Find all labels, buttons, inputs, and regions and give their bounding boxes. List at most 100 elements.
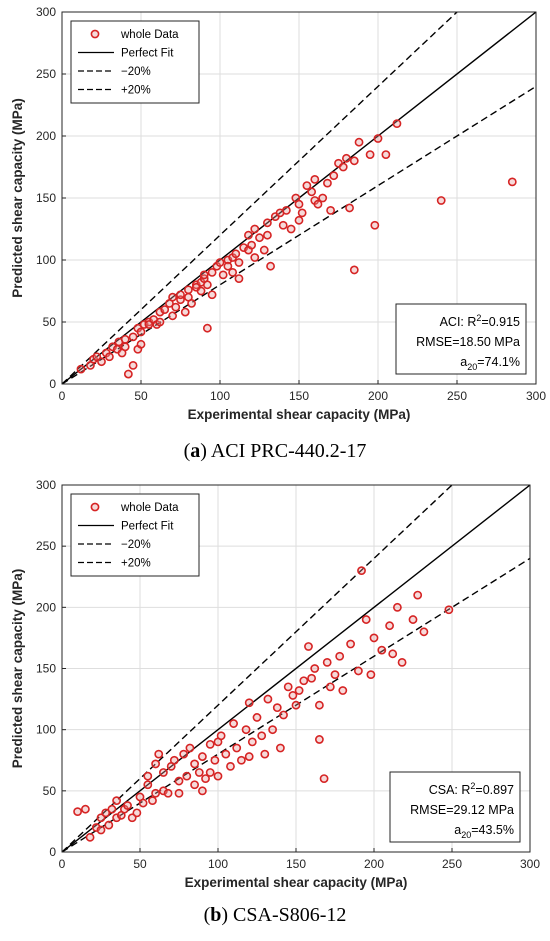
data-point [202, 323, 212, 333]
data-point [349, 265, 359, 275]
data-point [234, 274, 244, 283]
plus-20-line [62, 12, 459, 384]
data-point [174, 776, 184, 786]
y-tick-label: 150 [36, 191, 56, 205]
data-point [381, 150, 391, 159]
data-point [97, 357, 106, 367]
data-point [335, 651, 345, 661]
x-tick-label: 150 [289, 389, 309, 403]
data-point [215, 258, 225, 267]
y-tick-label: 50 [43, 315, 57, 329]
data-point [444, 605, 454, 615]
data-point [307, 187, 317, 197]
data-point [205, 739, 215, 749]
legend-label: +20% [121, 85, 151, 97]
data-point [338, 162, 348, 172]
data-point [281, 205, 291, 215]
data-point [196, 286, 206, 296]
data-point [213, 771, 223, 781]
data-point [310, 174, 320, 184]
data-point [244, 230, 253, 240]
data-point [73, 807, 82, 817]
data-point [294, 199, 304, 209]
legend-label: −20% [121, 66, 151, 78]
caption-b-label: b [210, 904, 222, 926]
x-tick-label: 50 [134, 389, 148, 403]
data-point [190, 759, 199, 769]
data-point [341, 153, 351, 163]
data-point [244, 752, 254, 761]
data-point [101, 808, 111, 818]
data-point [169, 755, 179, 765]
data-point [353, 666, 363, 676]
x-tick-label: 0 [59, 389, 66, 403]
data-point [168, 292, 177, 302]
data-point [160, 305, 170, 314]
data-point [155, 317, 165, 327]
data-point [385, 621, 394, 631]
data-point [234, 258, 244, 267]
data-point [318, 193, 328, 203]
data-point [148, 796, 157, 806]
data-point [294, 686, 304, 695]
data-point [291, 700, 301, 710]
data-point [252, 713, 262, 722]
x-tick-label: 200 [368, 389, 388, 403]
data-point [194, 768, 204, 777]
stats-r2: CSA: R2=0.897 [429, 781, 514, 797]
stats-r2: ACI: R2=0.915 [440, 313, 520, 329]
data-point [105, 352, 114, 362]
data-point [323, 178, 332, 188]
data-point [268, 725, 277, 735]
data-point [190, 780, 199, 790]
data-point [143, 771, 153, 781]
data-point [313, 199, 323, 209]
data-point [357, 566, 366, 576]
data-point [319, 774, 329, 783]
y-tick-label: 200 [36, 129, 56, 143]
data-point [218, 270, 228, 280]
data-point [187, 298, 196, 308]
data-point [241, 725, 251, 735]
chart-panel-b: 0 50 100 150 200 250 300 0 50 100 150 200 250 300 Expe… [0, 472, 550, 941]
legend-label: whole Data [120, 29, 179, 41]
data-point [283, 682, 293, 692]
data-point [278, 220, 288, 230]
data-point [223, 261, 233, 271]
data-point [314, 700, 324, 710]
data-point [304, 642, 313, 651]
y-tick-label: 250 [36, 67, 56, 81]
minus-20-line [62, 85, 536, 384]
y-tick-label: 0 [49, 845, 56, 859]
legend-label: whole Data [120, 502, 179, 514]
data-point [299, 676, 309, 686]
x-tick-label: 50 [133, 857, 147, 871]
x-axis-label: Experimental shear capacity (MPa) [185, 875, 408, 890]
data-point [205, 768, 215, 777]
data-point [272, 703, 282, 713]
caption-a-label: a [190, 440, 201, 462]
data-point [361, 615, 371, 624]
scatter-plot-aci: 0 50 100 150 200 250 300 0 50 100 150 200 250 300 Expe… [10, 5, 546, 422]
data-point [373, 134, 383, 143]
x-tick-label: 250 [442, 857, 462, 871]
y-tick-label: 100 [36, 723, 56, 737]
legend-marker-whole-data [90, 502, 100, 512]
data-point [171, 302, 181, 312]
data-point [310, 664, 320, 673]
data-point [397, 657, 407, 667]
data-point [197, 786, 207, 796]
data-point [247, 240, 256, 250]
legend-label: +20% [121, 558, 151, 570]
caption-a: (a) ACI PRC-440.2-17 [183, 440, 367, 462]
data-point [262, 218, 272, 228]
data-point [286, 224, 296, 234]
data-point [307, 673, 316, 683]
stats-rmse: RMSE=18.50 MPa [416, 335, 520, 349]
stats-box [395, 303, 527, 375]
stats-rmse: RMSE=29.12 MPa [410, 803, 514, 817]
data-point [123, 369, 133, 379]
x-tick-label: 300 [520, 857, 540, 871]
data-point [329, 171, 339, 181]
y-tick-label: 300 [36, 478, 56, 492]
